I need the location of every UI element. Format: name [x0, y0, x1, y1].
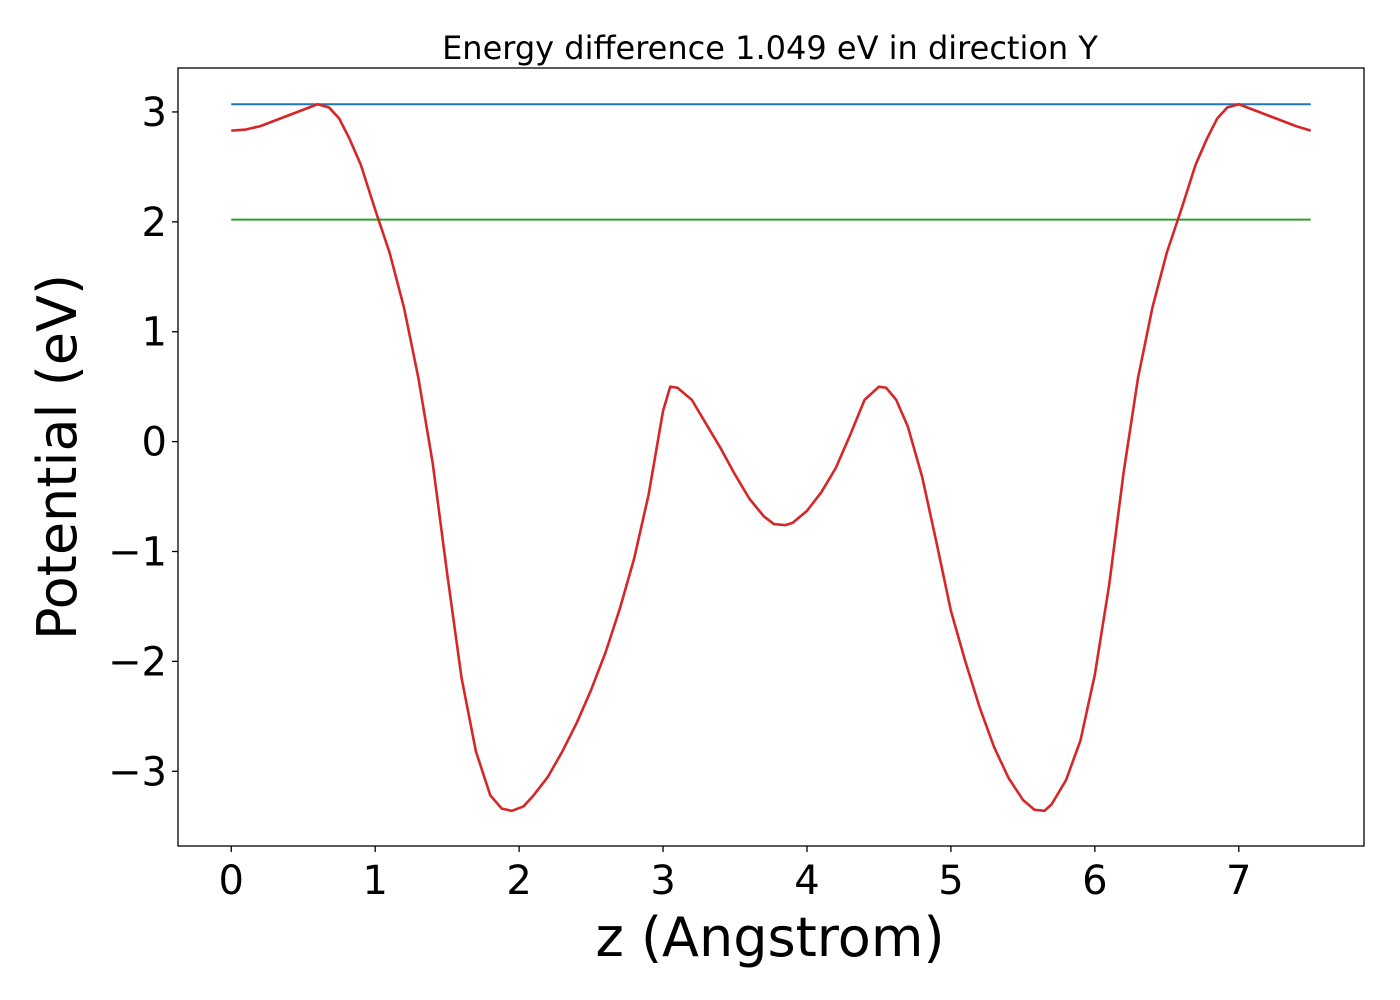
x-tick-label: 3 [650, 858, 675, 904]
x-tick-label: 4 [794, 858, 819, 904]
series-line-0 [231, 102, 1312, 813]
y-axis-title: Potential (eV) [26, 274, 89, 640]
x-tick-label: 1 [362, 858, 387, 904]
x-tick-label: 6 [1082, 858, 1107, 904]
y-tick-label: 1 [142, 310, 167, 356]
x-tick-label: 5 [938, 858, 963, 904]
y-tick-label: 3 [142, 90, 167, 136]
x-tick-label: 7 [1226, 858, 1251, 904]
y-axis: −3 −2 −1 0 1 2 3 [108, 90, 178, 795]
y-tick-label: −1 [108, 530, 167, 576]
y-tick-label: 0 [142, 420, 167, 466]
chart-title: Energy difference 1.049 eV in direction … [442, 29, 1098, 67]
x-axis: 0 1 2 3 4 5 6 7 [219, 846, 1252, 904]
x-tick-label: 0 [219, 858, 244, 904]
plot-area [231, 102, 1312, 813]
x-tick-label: 2 [506, 858, 531, 904]
plot-frame [177, 67, 1365, 847]
x-axis-title: z (Angstrom) [595, 906, 944, 969]
y-tick-label: −2 [108, 639, 167, 685]
y-tick-label: 2 [142, 200, 167, 246]
y-tick-label: −3 [108, 749, 167, 795]
